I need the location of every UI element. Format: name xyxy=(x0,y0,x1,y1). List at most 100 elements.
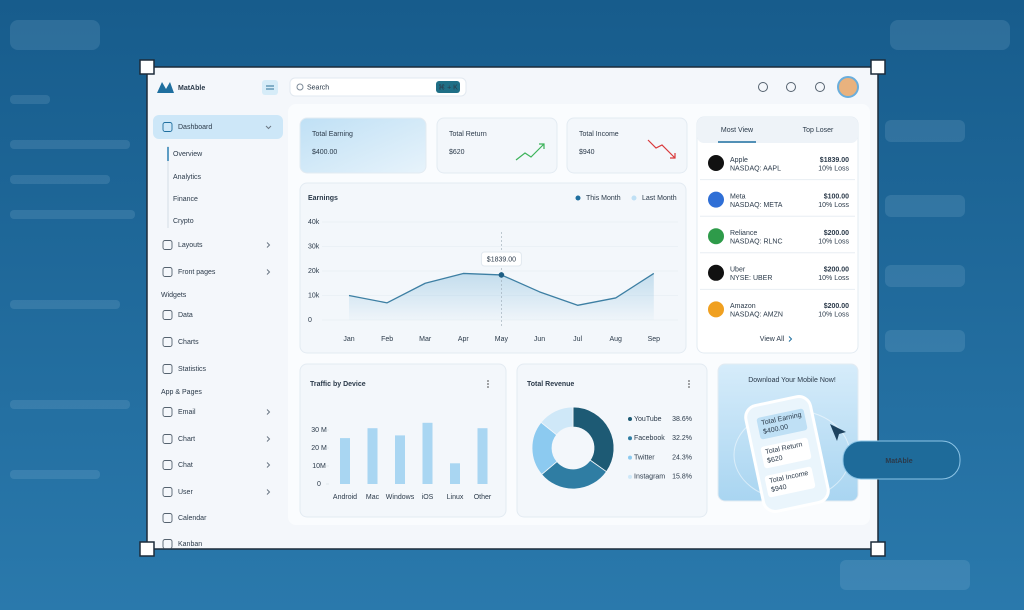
y-tick-label: 20k xyxy=(308,268,320,275)
ticker: NASDAQ: META xyxy=(730,202,783,209)
stat-label: Total Earning xyxy=(312,131,353,138)
y-tick-label: 30k xyxy=(308,243,320,250)
sidebar-icon xyxy=(162,513,173,523)
view-all[interactable]: View All xyxy=(760,336,785,343)
legend-dot xyxy=(628,455,632,460)
legend-label: YouTube xyxy=(634,416,662,423)
company-logo xyxy=(708,228,724,245)
avatar[interactable] xyxy=(837,76,859,98)
search-icon xyxy=(296,83,304,91)
stat-label: Total Return xyxy=(449,131,487,138)
chevron xyxy=(266,436,271,442)
chevron xyxy=(266,269,271,275)
sidebar-icon xyxy=(162,539,173,549)
bar xyxy=(477,428,488,484)
x-tick-label: Windows xyxy=(386,494,415,501)
price: $200.00 xyxy=(824,303,849,310)
y-tick-label: 20 M xyxy=(311,445,327,452)
x-tick-label: Jul xyxy=(573,336,582,343)
chevron xyxy=(265,125,272,130)
chevron xyxy=(788,336,793,342)
y-tick-label: 40k xyxy=(308,219,320,226)
sidebar-item[interactable]: Kanban xyxy=(178,541,202,548)
sidebar-item[interactable]: User xyxy=(178,489,193,496)
sidebar-icon xyxy=(162,364,173,374)
card xyxy=(299,182,687,354)
tooltip-text: $1839.00 xyxy=(487,256,516,263)
price: $200.00 xyxy=(824,230,849,237)
selection-handle xyxy=(139,541,155,557)
sidebar-icon xyxy=(162,337,173,347)
sidebar-item[interactable]: Chat xyxy=(178,462,193,469)
sidebar-item[interactable]: Chart xyxy=(178,436,195,443)
sidebar-item[interactable]: Data xyxy=(178,312,193,319)
company-name: Amazon xyxy=(730,303,756,310)
search-placeholder: Search xyxy=(307,84,329,91)
bar xyxy=(367,428,378,484)
mini-card xyxy=(760,437,812,469)
stat-label: Total Income xyxy=(579,131,619,138)
submenu-item: Finance xyxy=(173,196,198,203)
chevron xyxy=(266,462,271,468)
chart-title: Traffic by Device xyxy=(310,381,366,388)
sidebar-item[interactable]: Email xyxy=(178,409,196,416)
price: $100.00 xyxy=(824,193,849,200)
ticker: NASDAQ: AMZN xyxy=(730,312,783,319)
price: $1839.00 xyxy=(820,157,849,164)
ticker: NASDAQ: RLNC xyxy=(730,239,783,246)
company-name: Uber xyxy=(730,267,746,274)
bar xyxy=(450,463,460,484)
x-tick-label: iOS xyxy=(422,494,434,501)
sidebar-item[interactable]: Front pages xyxy=(178,269,216,276)
bar xyxy=(340,438,350,484)
sidebar-item[interactable]: Statistics xyxy=(178,366,207,373)
ticker: NYSE: UBER xyxy=(730,275,772,282)
company-name: Meta xyxy=(730,193,746,200)
sidebar-section: App & Pages xyxy=(161,389,202,396)
tab[interactable]: Top Loser xyxy=(803,127,834,134)
active-item xyxy=(153,115,283,139)
y-tick-label: 10k xyxy=(308,292,320,299)
trend-down xyxy=(647,139,676,159)
x-tick-label: Feb xyxy=(381,336,393,343)
logo xyxy=(157,82,174,93)
legend-label: Facebook xyxy=(634,435,665,442)
tab[interactable]: Most View xyxy=(721,127,754,134)
sidebar-icon xyxy=(162,240,173,250)
legend-dot xyxy=(628,417,632,421)
search-box[interactable] xyxy=(289,77,467,97)
value-label: 24.3% xyxy=(672,454,692,461)
x-tick-label: Mar xyxy=(419,336,432,343)
menu-button[interactable] xyxy=(262,80,278,95)
mini-value: $940 xyxy=(771,484,788,494)
change: 10% Loss xyxy=(818,165,849,172)
card xyxy=(566,117,688,174)
donut-slice xyxy=(540,406,574,436)
sidebar-icon xyxy=(162,460,173,470)
sidebar-item[interactable]: Charts xyxy=(178,339,199,346)
legend-label: This Month xyxy=(586,195,621,202)
chevron xyxy=(266,489,271,495)
sidebar-item[interactable]: Dashboard xyxy=(178,124,212,131)
badge xyxy=(842,440,961,480)
brand: MatAble xyxy=(178,85,205,92)
sidebar-item[interactable]: Layouts xyxy=(178,242,203,249)
toolbar-icon[interactable] xyxy=(815,82,825,92)
stat-value: $400.00 xyxy=(312,149,337,156)
submenu-item: Analytics xyxy=(173,174,202,181)
x-tick-label: Apr xyxy=(458,336,470,343)
x-tick-label: Aug xyxy=(609,336,622,343)
mini-value: $620 xyxy=(767,455,784,465)
toolbar-icon[interactable] xyxy=(786,82,796,92)
tooltip xyxy=(480,251,522,267)
shortcut: ⌘ + K xyxy=(438,83,458,91)
selection-handle xyxy=(139,59,155,75)
submenu-item: Crypto xyxy=(173,218,194,225)
hover-point xyxy=(498,272,505,278)
sidebar-item[interactable]: Calendar xyxy=(178,515,207,522)
toolbar-icon[interactable] xyxy=(758,82,768,92)
sidebar-icon xyxy=(162,310,173,320)
sidebar-icon xyxy=(162,487,173,497)
